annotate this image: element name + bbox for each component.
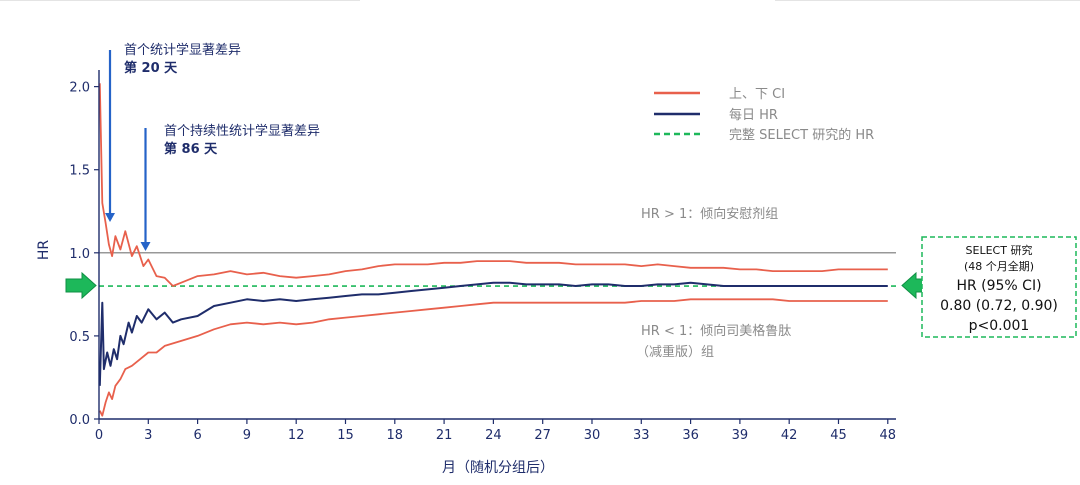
first-sig-line1: 首个统计学显著差异 (124, 42, 241, 58)
legend-label-ci: 上、下 CI (729, 87, 785, 102)
x-tick-label: 39 (732, 428, 749, 443)
x-tick-label: 3 (144, 428, 152, 443)
sustained-sig-arrow-head (140, 242, 151, 251)
y-tick-label: 0.5 (69, 330, 90, 345)
result-hr-value: 0.80 (0.72, 0.90) (940, 298, 1058, 314)
x-tick-label: 24 (485, 428, 502, 443)
x-tick-label: 36 (682, 428, 699, 443)
annotation-arrows (105, 50, 151, 251)
x-tick-label: 0 (95, 428, 103, 443)
legend: 上、下 CI 每日 HR 完整 SELECT 研究的 HR (654, 87, 874, 143)
x-tick-label: 12 (288, 428, 305, 443)
y-tick-label: 0.0 (69, 413, 90, 428)
x-tick-label: 21 (436, 428, 453, 443)
first-sig-arrow-head (105, 213, 116, 222)
below-label-line1: HR < 1：倾向司美格鲁肽 (641, 323, 791, 339)
reference-layer (99, 252, 896, 287)
x-tick-label: 42 (781, 428, 798, 443)
x-tick-label: 6 (193, 428, 201, 443)
y-tick-label: 2.0 (69, 81, 90, 96)
below-label-line2: （减重版）组 (636, 344, 714, 360)
series-main-line (98, 281, 888, 386)
above-label: HR > 1：倾向安慰剂组 (641, 206, 778, 222)
x-tick-label: 30 (584, 428, 601, 443)
result-subtitle: (48 个月全期) (964, 259, 1034, 273)
x-axis-title: 月（随机分组后） (442, 460, 554, 476)
result-title: SELECT 研究 (966, 243, 1033, 257)
legend-label-hr: 每日 HR (729, 107, 778, 123)
x-tick-label: 33 (633, 428, 650, 443)
first-sig-line2: 第 20 天 (124, 60, 178, 76)
x-tick-label: 18 (387, 428, 404, 443)
result-hr-label: HR (95% CI) (956, 278, 1041, 294)
legend-label-overall: 完整 SELECT 研究的 HR (729, 127, 874, 143)
sustained-sig-line2: 第 86 天 (164, 141, 218, 157)
series-lower-line (98, 298, 888, 417)
result-p-value: p<0.001 (969, 318, 1030, 334)
series-upper-line (98, 83, 888, 287)
series-layer (98, 83, 888, 417)
result-box-border (921, 236, 1077, 338)
y-tick-label: 1.0 (69, 247, 90, 262)
x-tick-label: 9 (243, 428, 251, 443)
x-tick-label: 45 (830, 428, 847, 443)
x-tick-label: 48 (880, 428, 897, 443)
y-axis-title: HR (36, 240, 52, 261)
x-tick-label: 15 (337, 428, 354, 443)
left-arrow-icon (65, 271, 97, 300)
axes-layer: 0 3 6 9 12 15 18 21 24 27 30 33 36 39 42 45 480.00.51.01… (69, 70, 896, 443)
sustained-sig-line1: 首个持续性统计学显著差异 (164, 123, 320, 139)
y-tick-label: 1.5 (69, 164, 90, 179)
x-tick-label: 27 (534, 428, 551, 443)
result-box: SELECT 研究 (48 个月全期) HR (95% CI) 0.80 (0.… (921, 236, 1077, 338)
